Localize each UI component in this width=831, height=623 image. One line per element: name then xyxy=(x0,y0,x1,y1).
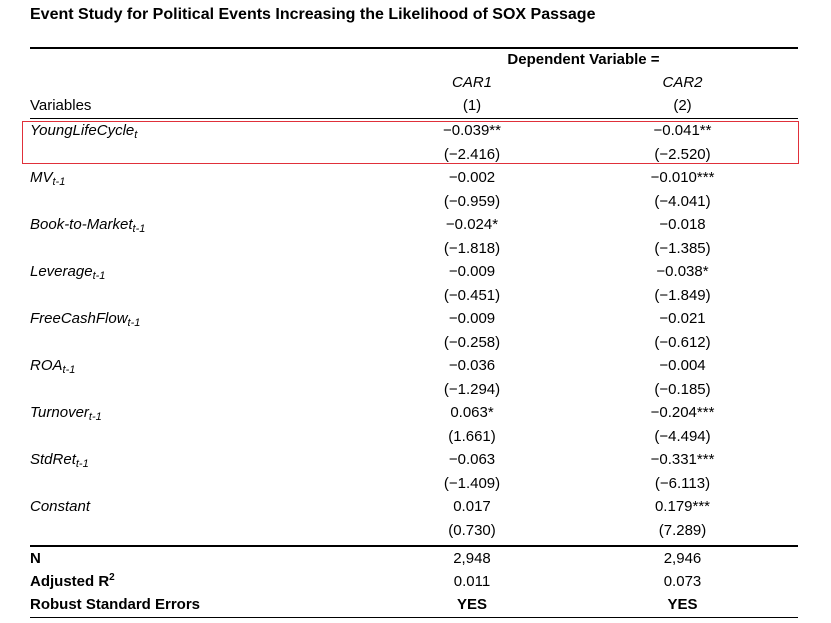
coefficient-col1: −0.024* xyxy=(445,216,499,233)
variable-name: Constant xyxy=(30,498,91,515)
coefficient-col1: −0.002 xyxy=(448,169,496,186)
col1-number: (1) xyxy=(462,97,482,114)
coefficient-col1: −0.009 xyxy=(448,310,496,327)
tstat-col1: (1.661) xyxy=(448,427,496,445)
tstat-col2: (−1.849) xyxy=(654,286,711,304)
tstat-col1: (−1.294) xyxy=(443,380,501,398)
tstat-col1: (−1.409) xyxy=(443,474,501,492)
coefficient-col2: −0.041** xyxy=(653,122,712,139)
coefficient-col2: −0.010*** xyxy=(650,169,715,186)
bottom-rule xyxy=(30,617,798,618)
col2-name: CAR2 xyxy=(662,74,703,91)
variable-name: Book-to-Markett-1 xyxy=(30,216,146,235)
statistic-value-c2: 2,946 xyxy=(663,550,702,567)
coefficient-col1: −0.039** xyxy=(443,122,501,139)
coefficient-col2: −0.204*** xyxy=(650,404,715,421)
coefficient-col2: −0.018 xyxy=(659,216,706,233)
tstat-col1: (−0.959) xyxy=(443,192,501,210)
table-title: Event Study for Political Events Increas… xyxy=(30,6,596,23)
coefficient-col1: −0.036 xyxy=(448,357,496,374)
statistic-label: N xyxy=(30,550,41,567)
variables-label: Variables xyxy=(30,97,92,114)
variable-name: MVt-1 xyxy=(30,169,66,188)
top-rule xyxy=(30,47,798,49)
variable-name: Turnovert-1 xyxy=(30,404,102,423)
tstat-col1: (−0.451) xyxy=(443,286,501,304)
tstat-col2: (−1.385) xyxy=(654,239,711,257)
tstat-col2: (−4.041) xyxy=(654,192,711,210)
header-rule xyxy=(30,118,798,119)
col1-name: CAR1 xyxy=(451,74,492,91)
statistic-label: Adjusted R2 xyxy=(30,572,115,591)
variable-name: Leveraget-1 xyxy=(30,263,106,282)
tstat-col1: (−2.416) xyxy=(443,145,501,163)
coefficient-col1: −0.009 xyxy=(448,263,496,280)
tstat-col2: (−2.520) xyxy=(654,145,711,163)
tstat-col2: (−0.612) xyxy=(654,333,711,351)
col2-number: (2) xyxy=(673,97,692,114)
coefficient-col2: −0.004 xyxy=(659,357,706,374)
tstat-col1: (−1.818) xyxy=(443,239,501,257)
statistic-value-c2: YES xyxy=(667,596,698,613)
coefficient-col1: −0.063 xyxy=(448,451,496,468)
tstat-col2: (−6.113) xyxy=(654,474,711,492)
statistic-value-c1: 2,948 xyxy=(453,550,491,567)
variable-name: ROAt-1 xyxy=(30,357,76,376)
dependent-variable-header: Dependent Variable = xyxy=(507,51,660,68)
coefficient-col2: −0.021 xyxy=(659,310,706,327)
statistic-value-c1: YES xyxy=(456,596,487,613)
variable-name: YoungLifeCyclet xyxy=(30,122,138,141)
highlight-box xyxy=(22,121,799,164)
variable-name: FreeCashFlowt-1 xyxy=(30,310,141,329)
coefficient-col2: −0.331*** xyxy=(650,451,715,468)
stats-rule xyxy=(30,545,798,547)
coefficient-col2: −0.038* xyxy=(656,263,709,280)
coefficient-col1: 0.063* xyxy=(450,404,494,421)
statistic-value-c2: 0.073 xyxy=(663,573,702,590)
coefficient-col1: 0.017 xyxy=(453,498,491,515)
tstat-col1: (0.730) xyxy=(448,521,496,539)
tstat-col2: (−4.494) xyxy=(654,427,711,445)
variable-name: StdRett-1 xyxy=(30,451,89,470)
statistic-value-c1: 0.011 xyxy=(453,573,491,590)
tstat-col2: (−0.185) xyxy=(654,380,711,398)
statistic-label: Robust Standard Errors xyxy=(30,596,201,613)
coefficient-col2: 0.179*** xyxy=(654,498,711,515)
tstat-col1: (−0.258) xyxy=(443,333,501,351)
tstat-col2: (7.289) xyxy=(658,521,707,539)
